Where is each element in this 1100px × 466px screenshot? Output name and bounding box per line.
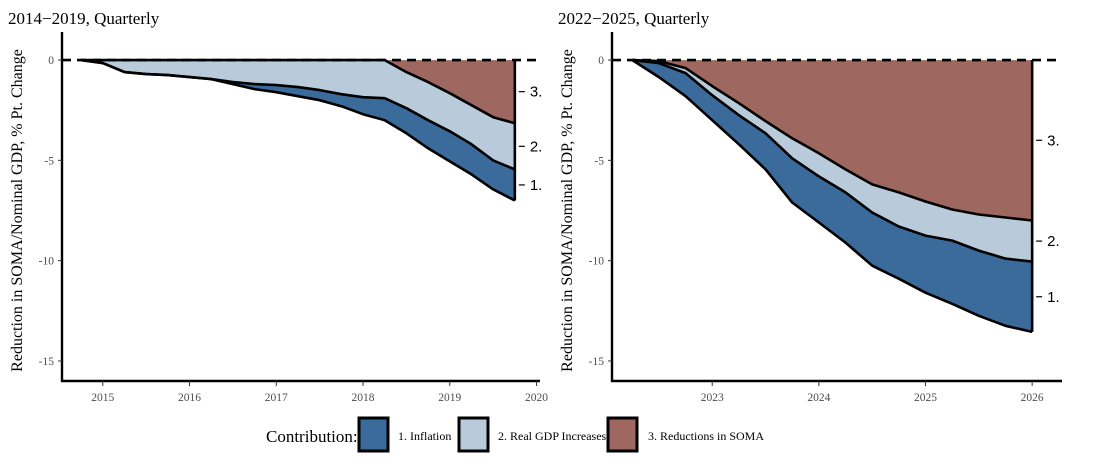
y-axis-title: Reduction in SOMA/Nominal GDP, % Pt. Cha… (9, 49, 26, 372)
area-soma (81, 60, 515, 124)
y-tick-label: -15 (39, 356, 55, 368)
panel-1: 3. 2. 1. 0 -5 -10 -15 2015 2016 2017 2018 2019 2020 2… (8, 9, 548, 404)
y-axis-title: Reduction in SOMA/Nominal GDP, % Pt. Cha… (559, 49, 576, 372)
band-label-soma: 3. (530, 84, 543, 101)
panel-title: 2014−2019, Quarterly (8, 9, 160, 28)
legend: Contribution: 1. Inflation 2. Real GDP Inc… (266, 416, 764, 453)
x-tick-label: 2019 (438, 392, 461, 404)
x-tick-label: 2020 (525, 392, 548, 404)
legend-swatch-inflation (357, 416, 390, 453)
y-tick-label: -15 (589, 356, 605, 368)
band-label-inflation: 1. (1047, 289, 1060, 306)
legend-title: Contribution: (266, 427, 358, 446)
legend-label-gdp: 2. Real GDP Increases (498, 429, 607, 443)
band-label-soma: 3. (1047, 132, 1060, 149)
area-inflation (632, 60, 1033, 332)
x-tick-label: 2018 (352, 392, 375, 404)
area-gdp (81, 60, 515, 170)
y-tick-label: -5 (594, 155, 604, 167)
panel-2: 3. 2. 1. 0 -5 -10 -15 2023 2024 2025 2026 2022−2025… (558, 9, 1062, 404)
area-gdp (632, 60, 1033, 262)
y-tick-label: 0 (48, 55, 54, 67)
x-tick-label: 2016 (178, 392, 201, 404)
legend-label-inflation: 1. Inflation (398, 429, 451, 443)
x-tick-label: 2015 (91, 392, 114, 404)
panel-title: 2022−2025, Quarterly (558, 9, 710, 28)
y-tick-label: -5 (44, 155, 54, 167)
x-tick-label: 2025 (914, 392, 937, 404)
band-label-gdp: 2. (1047, 233, 1060, 250)
band-label-gdp: 2. (530, 138, 543, 155)
boundary-line-soma (632, 58, 1033, 222)
boundary-line-inflation (631, 59, 1033, 334)
y-tick-label: -10 (589, 256, 605, 268)
legend-swatch-gdp (457, 416, 490, 453)
boundary-line-inflation (80, 58, 516, 202)
band-label-inflation: 1. (530, 177, 543, 194)
y-tick-label: 0 (598, 55, 604, 67)
y-tick-label: -10 (39, 256, 55, 268)
legend-swatch-soma (606, 416, 639, 453)
boundary-line-gdp (632, 58, 1033, 263)
area-soma (632, 60, 1033, 221)
legend-label-soma: 3. Reductions in SOMA (648, 429, 764, 443)
x-tick-label: 2026 (1021, 392, 1044, 404)
x-tick-label: 2023 (701, 392, 724, 404)
x-tick-label: 2017 (265, 392, 288, 404)
x-tick-label: 2024 (807, 392, 830, 404)
